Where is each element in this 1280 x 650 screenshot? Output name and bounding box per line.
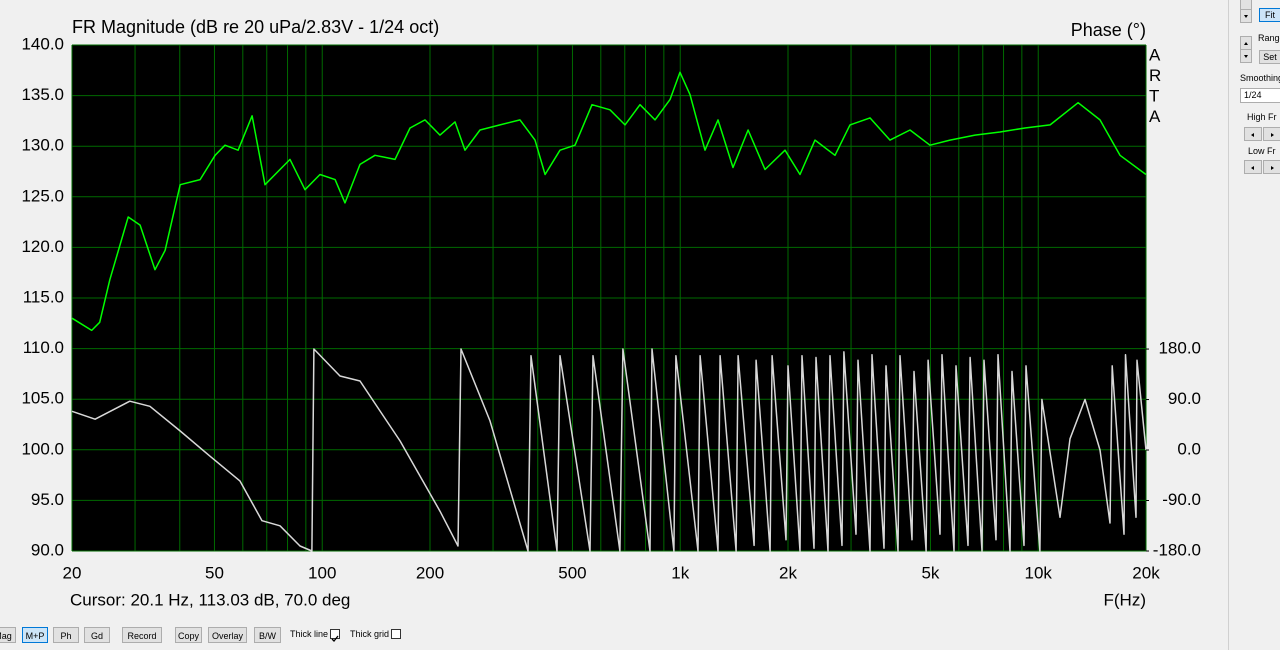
low-fr-label: Low Fr xyxy=(1248,146,1276,156)
smoothing-dropdown[interactable]: 1/24 xyxy=(1240,88,1280,103)
y-tick-label: 90.0 xyxy=(31,540,64,559)
thick-line-checkbox[interactable] xyxy=(330,629,340,642)
bw-button[interactable]: B/W xyxy=(254,627,281,643)
y-tick-label: 100.0 xyxy=(21,439,64,458)
arrow xyxy=(1244,15,1248,18)
high-fr-label: High Fr xyxy=(1247,112,1277,122)
y-tick-label: 110.0 xyxy=(23,338,64,357)
check-mark xyxy=(331,635,339,642)
y-tick-label: 115.0 xyxy=(23,287,64,306)
range-label: Range xyxy=(1258,33,1280,43)
arrow xyxy=(1251,166,1254,170)
y-tick-label: 120.0 xyxy=(21,237,64,256)
y2-tick-label: -90.0 xyxy=(1162,490,1201,509)
series xyxy=(71,71,1147,552)
y-tick-label: 140.0 xyxy=(21,34,64,53)
fit-button[interactable]: Fit xyxy=(1259,8,1280,22)
set-button[interactable]: Set xyxy=(1259,50,1280,64)
high-fr-right[interactable] xyxy=(1263,127,1280,141)
arrow xyxy=(1244,55,1248,58)
range-spin-down[interactable] xyxy=(1240,49,1252,63)
y2-tick-label: 180.0 xyxy=(1158,339,1201,358)
thick-grid-label: Thick grid xyxy=(350,629,390,639)
mp-button[interactable]: M+P xyxy=(22,627,48,643)
cursor-readout: Cursor: 20.1 Hz, 113.03 dB, 70.0 deg xyxy=(70,590,350,609)
copy-button[interactable]: Copy xyxy=(175,627,202,643)
y2-tick-label: 90.0 xyxy=(1168,389,1201,408)
chart: FR Magnitude (dB re 20 uPa/2.83V - 1/24 … xyxy=(21,17,1201,610)
x-tick-label: 1k xyxy=(671,563,689,582)
gd-button[interactable]: Gd xyxy=(84,627,110,643)
thick-line-label: Thick line xyxy=(290,629,329,639)
x-tick-label: 10k xyxy=(1025,563,1053,582)
x-tick-label: 500 xyxy=(558,563,586,582)
x-tick-label: 20 xyxy=(63,563,82,582)
watermark-letter: R xyxy=(1149,66,1161,85)
x-tick-label: 20k xyxy=(1132,563,1160,582)
low-fr-right[interactable] xyxy=(1263,160,1280,174)
series-line xyxy=(71,71,1147,332)
spin-down[interactable] xyxy=(1240,9,1252,23)
y2-tick-label: -180.0 xyxy=(1153,540,1201,559)
arrow xyxy=(1244,42,1248,45)
x-tick-label: 200 xyxy=(416,563,444,582)
x-tick-label: 50 xyxy=(205,563,224,582)
grid xyxy=(71,44,1147,552)
y-tick-label: 125.0 xyxy=(21,186,64,205)
ph-button[interactable]: Ph xyxy=(53,627,79,643)
thick-grid-checkbox[interactable] xyxy=(391,629,401,639)
record-button[interactable]: Record xyxy=(122,627,162,643)
y-tick-label: 135.0 xyxy=(21,85,64,104)
high-fr-left[interactable] xyxy=(1244,127,1262,141)
series-line xyxy=(71,348,1147,552)
check-stroke xyxy=(331,635,339,642)
arrow xyxy=(1271,166,1274,170)
y-tick-label: 95.0 xyxy=(31,490,64,509)
x-tick-label: 100 xyxy=(308,563,336,582)
y-tick-label: 130.0 xyxy=(21,136,64,155)
y2-tick-label: 0.0 xyxy=(1177,440,1201,459)
y-tick-label: 105.0 xyxy=(21,389,64,408)
arrow xyxy=(1271,133,1274,137)
watermark-letter: A xyxy=(1149,45,1161,64)
side-panel: Fit Range Set Smoothing 1/24 High Fr Low… xyxy=(1228,0,1280,650)
low-fr-left[interactable] xyxy=(1244,160,1262,174)
smoothing-label: Smoothing xyxy=(1240,73,1280,83)
watermark-letter: T xyxy=(1149,86,1159,105)
x-tick-label: 5k xyxy=(921,563,939,582)
watermark-letter: A xyxy=(1149,107,1161,126)
chart-title: FR Magnitude (dB re 20 uPa/2.83V - 1/24 … xyxy=(72,17,439,37)
x-tick-label: 2k xyxy=(779,563,797,582)
range-spin-up[interactable] xyxy=(1240,36,1252,50)
mag-button[interactable]: Mag xyxy=(0,627,16,643)
overlay-button[interactable]: Overlay xyxy=(208,627,247,643)
x-axis-title: F(Hz) xyxy=(1104,590,1146,609)
arrow xyxy=(1251,133,1254,137)
y2-axis-title: Phase (°) xyxy=(1071,20,1146,40)
